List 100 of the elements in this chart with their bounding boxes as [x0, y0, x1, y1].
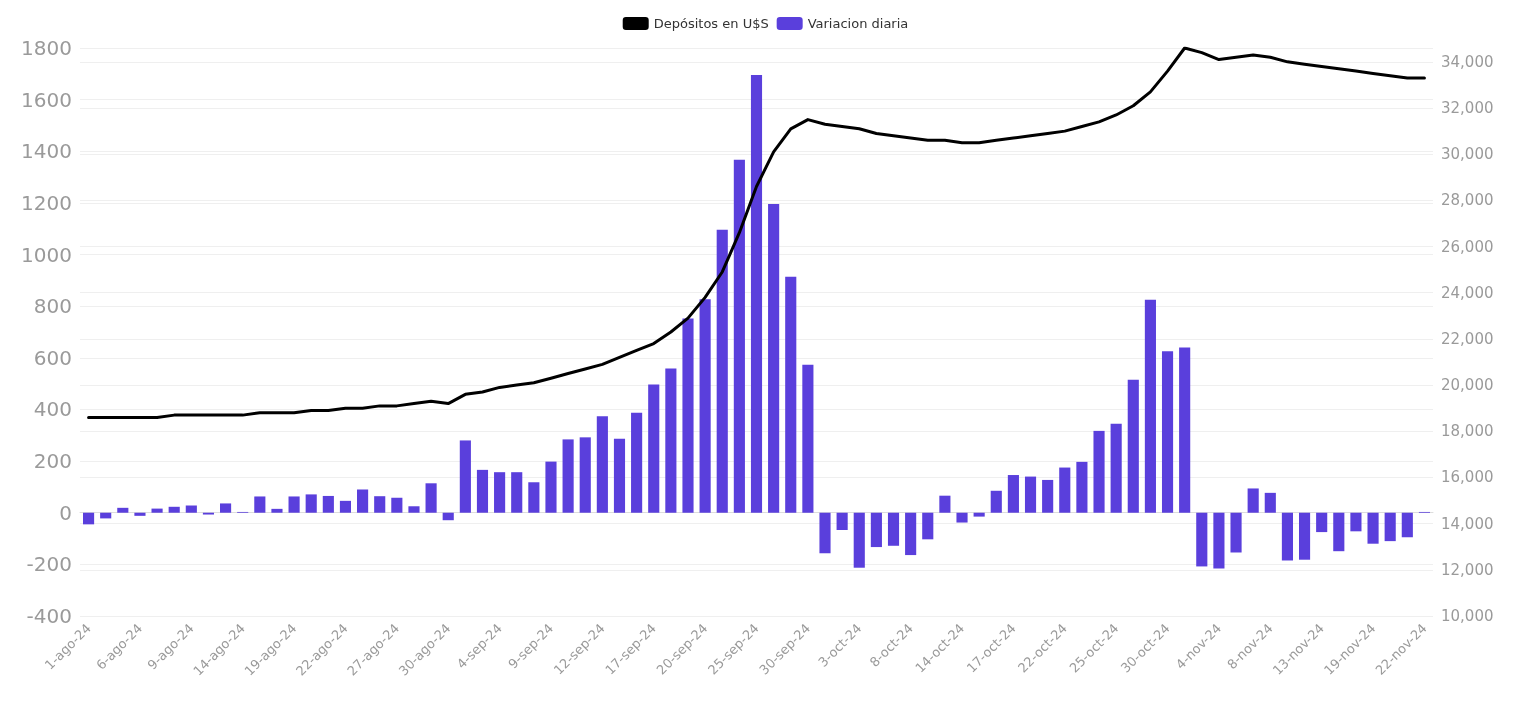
bar — [1384, 512, 1396, 542]
bar — [905, 512, 917, 556]
bar — [699, 299, 711, 513]
bar — [288, 496, 300, 513]
bar — [459, 440, 471, 513]
bar — [1281, 512, 1293, 561]
bar — [596, 416, 608, 513]
bar — [716, 229, 728, 513]
bar — [374, 496, 386, 513]
bar — [562, 439, 574, 513]
y-tick-label: 1200 — [21, 190, 72, 215]
bar — [1110, 423, 1122, 513]
bar — [339, 500, 352, 513]
bar — [425, 483, 437, 513]
bar — [648, 384, 660, 513]
bar — [1230, 512, 1242, 553]
bar — [613, 438, 626, 513]
bar — [220, 503, 232, 513]
y2-tick-label: 16,000 — [1441, 468, 1494, 487]
bar — [1127, 379, 1139, 513]
y2-tick-label: 22,000 — [1441, 329, 1494, 348]
bar — [1401, 512, 1413, 538]
bar — [870, 512, 882, 548]
bar — [836, 512, 848, 531]
bar — [802, 364, 814, 513]
bar — [682, 318, 694, 513]
bar — [1076, 461, 1088, 513]
y2-tick-label: 20,000 — [1441, 376, 1494, 395]
y-tick-label: 1400 — [21, 139, 72, 164]
bar — [545, 461, 557, 513]
bar — [442, 512, 454, 521]
bar — [511, 472, 523, 513]
bar — [254, 496, 266, 513]
y2-tick-label: 32,000 — [1441, 99, 1494, 118]
y-tick-label: 1800 — [21, 36, 72, 60]
bar — [922, 512, 934, 540]
y2-tick-label: 12,000 — [1441, 560, 1494, 579]
y2-tick-label: 30,000 — [1441, 145, 1494, 164]
y-tick-label: 1600 — [21, 87, 72, 112]
bar — [1179, 347, 1191, 513]
bar — [1316, 512, 1328, 533]
y-tick-label: 1000 — [21, 242, 72, 267]
bar — [1093, 430, 1105, 513]
bar — [665, 368, 677, 513]
bar — [494, 472, 506, 513]
bar — [956, 512, 968, 523]
bar — [785, 276, 797, 513]
y2-tick-label: 34,000 — [1441, 52, 1494, 71]
y-tick-label: 200 — [33, 449, 72, 474]
bar — [939, 495, 951, 513]
bar — [1196, 512, 1208, 567]
y2-tick-label: 26,000 — [1441, 237, 1494, 256]
bar — [322, 495, 334, 513]
bar — [1264, 492, 1276, 513]
y2-tick-label: 18,000 — [1441, 422, 1494, 441]
bar — [1144, 299, 1156, 513]
bar — [887, 512, 900, 546]
y-tick-label: -200 — [26, 552, 72, 577]
bar — [819, 512, 831, 554]
bar — [1350, 512, 1362, 532]
bar — [750, 75, 763, 513]
bar — [1042, 479, 1054, 513]
bar — [1007, 475, 1019, 513]
bar — [83, 512, 95, 525]
bar — [408, 506, 420, 513]
bar — [990, 490, 1002, 513]
bar — [1247, 488, 1259, 513]
y2-tick-label: 24,000 — [1441, 283, 1494, 302]
bar — [134, 512, 146, 516]
bar — [1367, 512, 1379, 544]
bar — [1161, 351, 1174, 513]
bar — [853, 512, 865, 568]
y-tick-label: 400 — [33, 397, 72, 422]
y2-tick-label: 14,000 — [1441, 514, 1494, 533]
bar — [1333, 512, 1345, 552]
bar — [733, 159, 745, 513]
bar — [973, 512, 985, 517]
legend-label: Depósitos en U$S — [653, 16, 769, 31]
bar — [1059, 467, 1071, 513]
bar — [631, 412, 643, 513]
bar — [185, 505, 197, 513]
bar — [117, 507, 129, 513]
bar — [168, 506, 180, 513]
bar — [1213, 512, 1225, 569]
bar — [357, 489, 369, 513]
bar — [305, 494, 317, 513]
line-series — [87, 46, 1426, 419]
bar — [579, 437, 591, 513]
y-tick-label: -400 — [26, 604, 72, 628]
bar — [151, 508, 163, 513]
legend-label: Variacion diaria — [807, 16, 909, 31]
bar — [1298, 512, 1311, 560]
bar — [391, 497, 403, 513]
y-tick-label: 0 — [59, 500, 72, 525]
y-tick-label: 800 — [33, 294, 72, 319]
y2-tick-label: 10,000 — [1441, 607, 1494, 625]
y-tick-label: 600 — [33, 345, 72, 370]
bar — [768, 203, 780, 513]
bar — [1024, 476, 1037, 513]
bar — [528, 482, 540, 513]
